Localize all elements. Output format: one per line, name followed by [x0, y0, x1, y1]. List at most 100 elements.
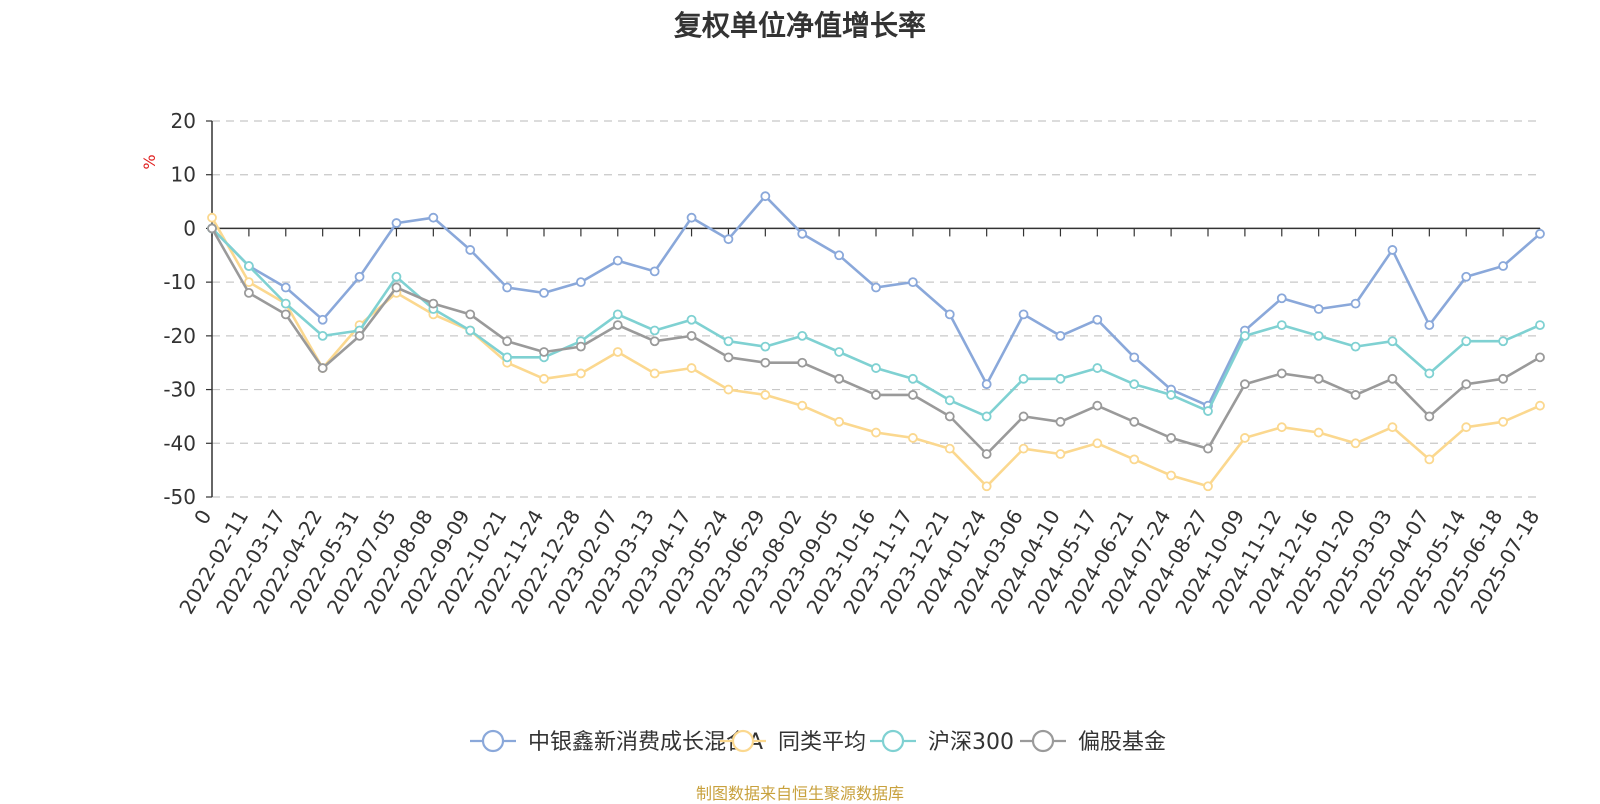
- data-point: [834, 347, 845, 357]
- data-point: [944, 443, 955, 454]
- y-tick-label: -10: [163, 270, 196, 294]
- data-point: [1461, 422, 1472, 433]
- data-point: [1166, 390, 1177, 400]
- legend-circle-symbol: [881, 729, 905, 753]
- data-point: [1350, 298, 1361, 309]
- data-point: [317, 363, 328, 373]
- data-point: [981, 379, 992, 390]
- data-point: [797, 400, 808, 411]
- y-tick-label: -40: [163, 431, 196, 455]
- data-point: [944, 411, 955, 422]
- data-point: [1203, 443, 1213, 454]
- data-point: [1535, 228, 1545, 239]
- data-point: [575, 277, 586, 288]
- data-point: [612, 347, 623, 357]
- data-point: [1018, 411, 1029, 422]
- data-point: [1535, 320, 1545, 331]
- data-point: [1129, 352, 1140, 363]
- series-2: [207, 223, 1545, 422]
- data-point: [834, 250, 845, 261]
- data-point: [1055, 449, 1066, 459]
- data-point: [243, 287, 254, 298]
- data-point: [539, 347, 549, 357]
- data-point: [354, 330, 365, 341]
- series-line: [210, 217, 1541, 488]
- data-point: [428, 212, 439, 223]
- data-point: [1018, 443, 1029, 454]
- data-point: [1461, 379, 1472, 390]
- data-point: [649, 266, 660, 277]
- data-point: [465, 309, 476, 320]
- legend[interactable]: 中银鑫新消费成长混合A 同类平均 沪深300 偏股基金: [470, 729, 1166, 755]
- data-point: [871, 282, 881, 293]
- data-point: [575, 341, 586, 352]
- data-point: [280, 309, 291, 320]
- data-point: [797, 228, 808, 239]
- data-point: [723, 384, 734, 395]
- data-point: [465, 245, 476, 255]
- data-point: [612, 255, 623, 266]
- y-tick-label: 10: [171, 163, 196, 187]
- y-tick-label: -50: [163, 485, 196, 509]
- data-point: [465, 325, 476, 336]
- data-point: [1129, 416, 1140, 427]
- data-point: [207, 212, 217, 223]
- data-point: [317, 314, 328, 325]
- data-point: [834, 416, 845, 427]
- series-lines: [207, 191, 1545, 492]
- y-tick-labels: 20 10 0 -10 -20 -30 -40 -50: [163, 109, 196, 509]
- data-point: [575, 368, 586, 379]
- data-point: [280, 298, 291, 309]
- series-3: [207, 223, 1545, 459]
- data-point: [1461, 336, 1472, 347]
- legend-circle-symbol: [481, 729, 505, 753]
- data-point: [834, 373, 845, 384]
- data-point: [391, 218, 402, 228]
- y-tick-label: 20: [171, 109, 196, 133]
- data-point: [502, 336, 513, 347]
- data-point: [907, 390, 918, 400]
- data-point: [1535, 400, 1545, 411]
- data-point: [1055, 330, 1066, 341]
- data-point: [797, 330, 808, 341]
- data-point: [1092, 438, 1103, 449]
- data-point: [1350, 438, 1361, 449]
- data-point: [686, 314, 697, 325]
- data-point: [981, 411, 992, 422]
- data-point: [760, 390, 771, 400]
- legend-item-1[interactable]: 同类平均: [720, 729, 866, 755]
- data-point: [1387, 373, 1398, 384]
- data-point: [1018, 309, 1029, 320]
- data-point: [354, 271, 365, 282]
- data-point: [760, 341, 771, 352]
- legend-item-0[interactable]: 中银鑫新消费成长混合A: [470, 729, 763, 755]
- data-point: [1387, 422, 1398, 433]
- data-point: [539, 287, 549, 298]
- data-point: [981, 449, 992, 459]
- data-point: [502, 352, 513, 363]
- legend-label: 偏股基金: [1078, 730, 1166, 755]
- legend-label: 沪深300: [928, 730, 1014, 755]
- data-point: [907, 433, 918, 443]
- data-point: [1092, 314, 1103, 325]
- data-point: [871, 427, 881, 438]
- data-point: [280, 282, 291, 293]
- data-point: [1387, 245, 1398, 255]
- data-point: [944, 395, 955, 406]
- data-point: [1535, 352, 1545, 363]
- data-point: [1129, 379, 1140, 390]
- legend-label: 中银鑫新消费成长混合A: [528, 730, 763, 755]
- y-tick-label: -30: [163, 378, 196, 402]
- data-point: [1018, 373, 1029, 384]
- data-point: [317, 330, 328, 341]
- legend-item-2[interactable]: 沪深300: [870, 729, 1014, 755]
- data-point: [1498, 373, 1509, 384]
- data-point: [1203, 481, 1213, 492]
- series-1: [207, 212, 1545, 492]
- data-point: [1424, 411, 1435, 422]
- data-point: [1276, 422, 1287, 433]
- data-point: [649, 325, 660, 336]
- data-point: [1350, 390, 1361, 400]
- legend-item-3[interactable]: 偏股基金: [1020, 729, 1166, 755]
- chart-title: 复权单位净值增长率: [673, 9, 926, 42]
